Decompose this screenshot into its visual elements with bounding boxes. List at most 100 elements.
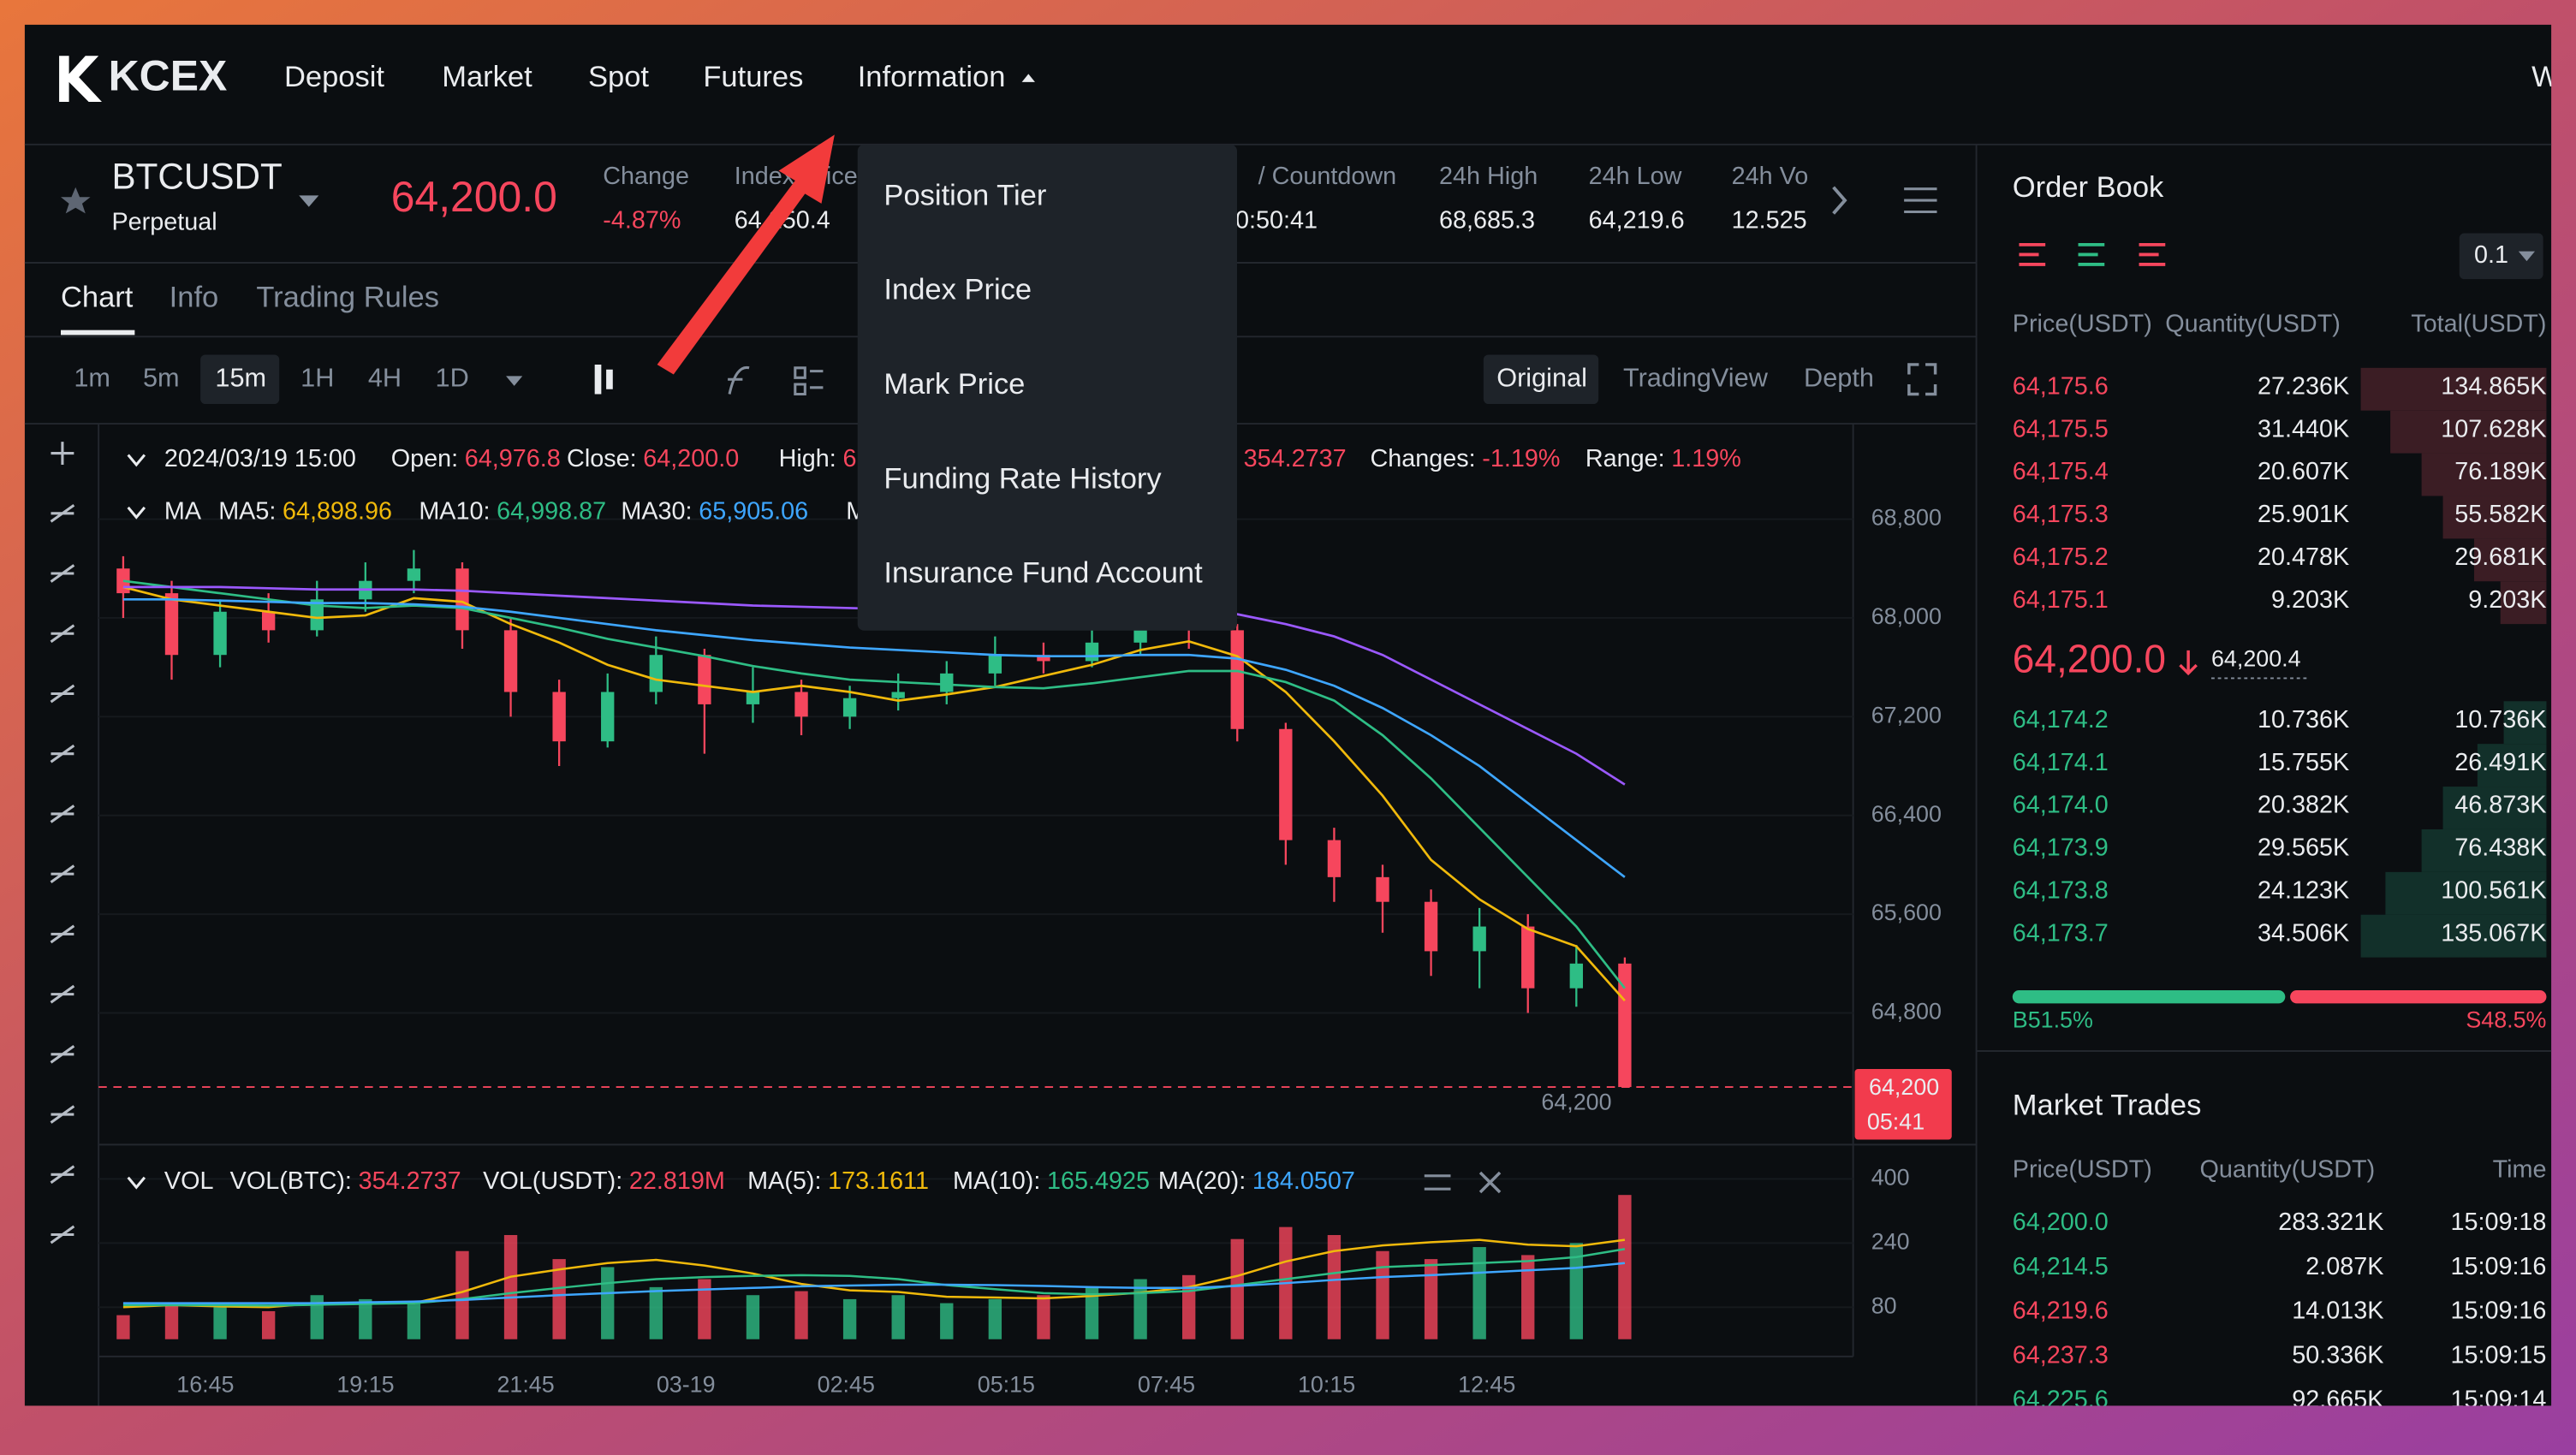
view-option[interactable]: Depth: [1804, 362, 1874, 392]
volume-ma-line: [122, 1262, 1626, 1304]
collapse-caret[interactable]: [127, 506, 146, 520]
candle-body: [1618, 963, 1632, 1088]
drawing-toolbar[interactable]: [50, 442, 75, 1244]
book-price: 64,174.0: [2013, 792, 2109, 819]
tool-icon[interactable]: [50, 984, 75, 1004]
layout-icon[interactable]: [794, 366, 824, 396]
nav-item[interactable]: Information: [858, 61, 1006, 93]
trade-price: 64,225.6: [2013, 1386, 2109, 1413]
info-value: 354.2737: [359, 1167, 461, 1195]
tool-icon[interactable]: [50, 1105, 75, 1124]
vol-settings-icon[interactable]: [1424, 1174, 1451, 1191]
collapse-caret[interactable]: [127, 454, 146, 467]
candle-body: [552, 692, 566, 742]
menu-item[interactable]: Funding Rate History: [883, 462, 1162, 495]
volume-bar: [1618, 1195, 1632, 1339]
tab[interactable]: Chart: [61, 281, 134, 313]
buy-ratio: B51.5%: [2013, 1007, 2093, 1033]
book-layout-icon[interactable]: [2078, 242, 2105, 266]
tool-icon[interactable]: [50, 1225, 75, 1244]
tool-icon[interactable]: [50, 564, 75, 583]
candle-body: [794, 692, 808, 717]
book-layout-icon[interactable]: [2019, 242, 2046, 266]
book-qty: 20.478K: [2258, 543, 2349, 571]
candle-body: [1085, 642, 1099, 662]
nav-item[interactable]: Futures: [703, 61, 803, 93]
candle-body: [1424, 901, 1438, 952]
volume-bar: [552, 1259, 566, 1339]
nav-item[interactable]: Spot: [588, 61, 649, 93]
nav-item[interactable]: Deposit: [284, 61, 384, 93]
price-tag: [1854, 1068, 1952, 1140]
y-tick-label: 68,800: [1871, 505, 1942, 531]
interval[interactable]: 1D: [436, 362, 469, 392]
interval[interactable]: 5m: [143, 362, 180, 392]
tool-icon[interactable]: [50, 1044, 75, 1064]
ma-line: [122, 585, 1626, 1001]
x-tick-label: 07:45: [1138, 1372, 1195, 1398]
volume-bar: [988, 1298, 1002, 1339]
indicator-icon[interactable]: [728, 365, 750, 395]
candle-body: [940, 673, 954, 692]
menu-item[interactable]: Insurance Fund Account: [883, 557, 1203, 590]
stat-label: / Countdown: [1258, 163, 1397, 190]
view-option[interactable]: Original: [1496, 362, 1587, 392]
y-tick-label: 68,000: [1871, 603, 1942, 629]
book-qty: 25.901K: [2258, 501, 2349, 528]
volume-bar: [310, 1295, 324, 1339]
tool-icon[interactable]: [50, 744, 75, 763]
tool-icon[interactable]: [50, 864, 75, 883]
settings-icon[interactable]: [1904, 187, 1937, 214]
tab[interactable]: Trading Rules: [256, 281, 439, 313]
interval[interactable]: 1m: [74, 362, 110, 392]
info-label: VOL(BTC):: [230, 1167, 352, 1195]
view-option[interactable]: TradingView: [1623, 362, 1769, 392]
volume-bar: [1037, 1295, 1050, 1339]
interval[interactable]: 15m: [215, 362, 266, 392]
interval[interactable]: 1H: [300, 362, 334, 392]
interval[interactable]: 4H: [368, 362, 402, 392]
tool-icon[interactable]: [51, 442, 74, 466]
y-tick-label: 64,800: [1871, 999, 1942, 1024]
book-total: 29.681K: [2454, 543, 2546, 571]
book-total: 55.582K: [2454, 501, 2546, 528]
sell-ratio-bar: [2290, 989, 2547, 1004]
favorite-star[interactable]: [61, 187, 91, 214]
menu-item[interactable]: Position Tier: [883, 179, 1046, 211]
overlay: Position Tier Index Price Mark Price Fundin…: [857, 144, 1238, 631]
book-price: 64,175.1: [2013, 586, 2109, 614]
tool-icon[interactable]: [50, 805, 75, 823]
volume-bar: [649, 1286, 663, 1339]
next-arrow[interactable]: [1832, 186, 1847, 215]
price-tag-label: 64,200: [1869, 1074, 1939, 1100]
menu-item[interactable]: Index Price: [883, 274, 1032, 306]
y-tick-label: 400: [1871, 1165, 1910, 1191]
candle-type-icon[interactable]: [594, 364, 613, 395]
tab[interactable]: Info: [170, 281, 219, 313]
tool-icon[interactable]: [50, 684, 75, 704]
menu-item[interactable]: Mark Price: [883, 368, 1025, 401]
annotation-arrow: [657, 134, 835, 375]
vol-close-icon[interactable]: [1478, 1171, 1502, 1194]
book-qty: 29.565K: [2258, 834, 2349, 862]
symbol: BTCUSDT: [111, 156, 282, 196]
trade-qty: 92.665K: [2292, 1386, 2383, 1413]
tool-icon[interactable]: [50, 924, 75, 944]
info-value: 6: [842, 445, 856, 472]
trade-time: 15:09:16: [2450, 1253, 2546, 1280]
fullscreen-icon[interactable]: [1907, 363, 1937, 396]
interval-active[interactable]: [200, 354, 280, 405]
nav-item[interactable]: Market: [442, 61, 532, 93]
collapse-caret[interactable]: [127, 1176, 146, 1190]
tool-icon[interactable]: [50, 624, 75, 644]
candle-body: [988, 655, 1002, 674]
book-layout-icon[interactable]: [2139, 242, 2166, 266]
book-qty: 9.203K: [2271, 586, 2349, 614]
trade-time: 15:09:14: [2450, 1386, 2546, 1413]
volume-bar: [116, 1315, 130, 1339]
view-active[interactable]: [1483, 354, 1599, 405]
tool-icon[interactable]: [50, 1165, 75, 1185]
nav-item: W: [2531, 61, 2560, 93]
step-select[interactable]: [2459, 233, 2543, 280]
tool-icon[interactable]: [50, 503, 75, 523]
